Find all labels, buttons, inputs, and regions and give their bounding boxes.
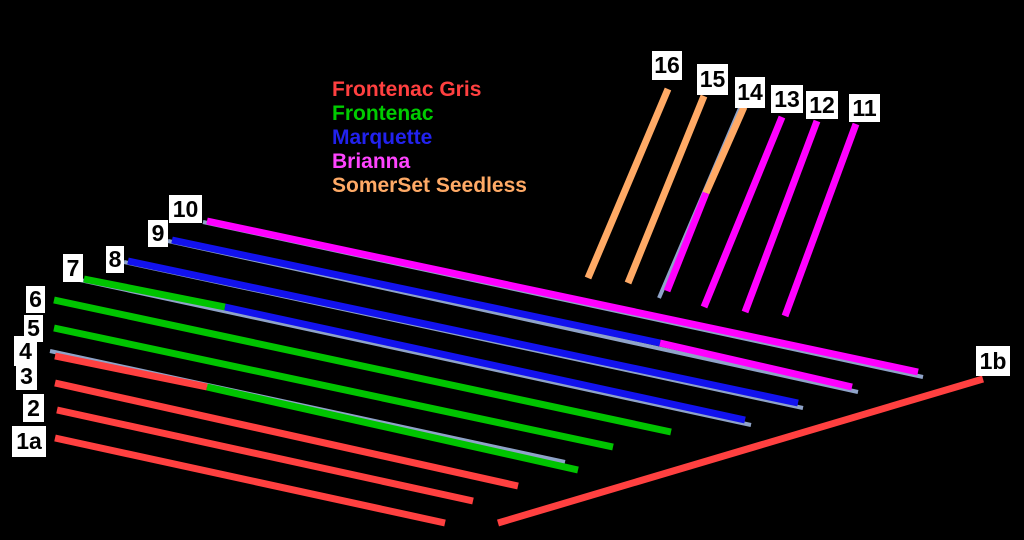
row-label-9: 9: [148, 220, 168, 247]
legend-item-frontenac: Frontenac: [332, 102, 434, 125]
row-12-segment-magenta: [741, 119, 821, 314]
row-1b-segment-red: [497, 375, 984, 527]
legend-item-frontenac-gris: Frontenac Gris: [332, 78, 482, 101]
row-label-8: 8: [106, 246, 124, 273]
row-label-11: 11: [849, 94, 880, 122]
row-7-underlay-line: [79, 278, 752, 427]
row-7-segment-green: [83, 275, 226, 311]
row-14-segment-orange: [702, 105, 748, 195]
legend-item-marquette: Marquette: [332, 126, 433, 149]
row-label-4: 4: [14, 336, 37, 366]
row-label-3: 3: [16, 362, 37, 390]
row-label-7: 7: [63, 254, 83, 282]
legend-item-somerset-seedless: SomerSet Seedless: [332, 174, 527, 197]
row-label-12: 12: [806, 91, 838, 119]
row-1a-segment-red: [54, 434, 446, 527]
row-11-segment-magenta: [781, 122, 860, 318]
row-3-segment-red: [54, 379, 519, 490]
row-label-1b: 1b: [976, 346, 1010, 376]
row-9-segment-blue: [171, 236, 661, 347]
row-10-segment-magenta: [206, 217, 919, 376]
row-2-segment-red: [56, 406, 474, 505]
row-7-segment-blue: [224, 303, 746, 424]
row-5-segment-green: [53, 324, 614, 451]
row-6-segment-green: [53, 296, 672, 436]
row-14-segment-magenta: [663, 191, 710, 293]
row-4-segment-green: [206, 383, 579, 474]
row-label-13: 13: [771, 85, 803, 113]
legend: Frontenac Gris Frontenac Marquette Brianna S…: [332, 78, 527, 198]
row-label-2: 2: [23, 394, 44, 422]
row-label-1a: 1a: [12, 426, 46, 457]
row-label-6: 6: [26, 286, 45, 313]
row-label-10: 10: [169, 195, 202, 223]
row-16-segment-orange: [584, 87, 672, 280]
row-label-14: 14: [735, 77, 765, 108]
row-9-segment-magenta: [659, 339, 853, 391]
row-label-15: 15: [697, 64, 728, 95]
row-4-segment-red: [54, 352, 208, 391]
row-15-segment-orange: [624, 94, 708, 285]
row-label-5: 5: [24, 315, 43, 342]
row-label-16: 16: [652, 51, 682, 80]
row-8-segment-blue: [127, 257, 799, 407]
row-13-segment-magenta: [700, 115, 786, 309]
legend-item-brianna: Brianna: [332, 150, 411, 173]
